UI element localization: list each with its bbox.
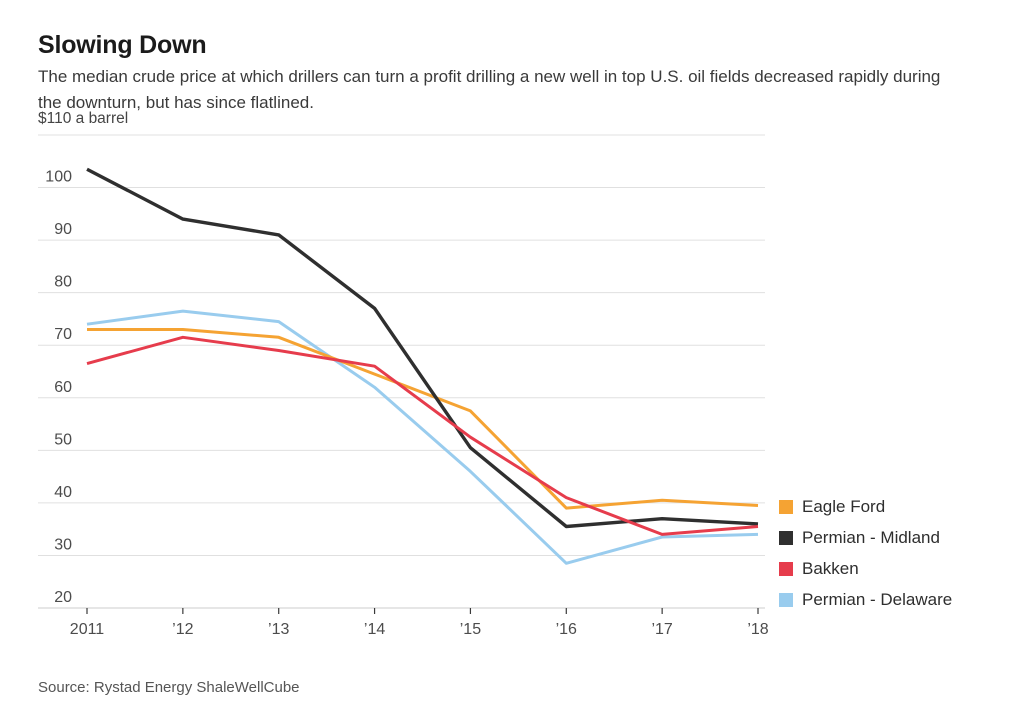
legend-label: Permian - Delaware <box>802 590 953 609</box>
x-tick-label: 2011 <box>70 621 105 638</box>
x-tick-label: ’13 <box>268 621 289 638</box>
y-tick-label: 80 <box>54 274 72 291</box>
legend-item-eagle-ford: Eagle Ford <box>779 497 952 517</box>
series-line-permian-delaware <box>86 309 759 565</box>
series-line-permian-midland <box>86 167 759 529</box>
y-tick-label: 70 <box>54 326 72 343</box>
legend-swatch-permian-delaware <box>779 593 793 607</box>
x-tick-label: ’18 <box>747 621 768 638</box>
legend-swatch-permian-midland <box>779 531 793 545</box>
series-lines <box>86 167 759 565</box>
y-tick-label: 60 <box>54 379 72 396</box>
y-tick-label: 30 <box>54 536 72 553</box>
chart-subtitle: The median crude price at which drillers… <box>38 67 941 113</box>
legend-swatch-eagle-ford <box>779 500 793 514</box>
x-tick-label: ’14 <box>364 621 385 638</box>
series-line-bakken <box>86 335 759 536</box>
legend-label: Eagle Ford <box>802 497 886 516</box>
legend-item-permian-delaware: Permian - Delaware <box>779 590 952 610</box>
y-tick-label: 20 <box>54 589 72 606</box>
legend: Eagle Ford Permian - Midland Bakken Permian… <box>779 497 952 621</box>
y-tick-label: 100 <box>45 169 72 186</box>
y-axis-unit-label: $110 a barrel <box>38 110 129 127</box>
gridlines <box>38 134 765 609</box>
x-tick-label: ’15 <box>460 621 481 638</box>
legend-item-permian-midland: Permian - Midland <box>779 528 952 548</box>
y-tick-label: 50 <box>54 431 72 448</box>
legend-label: Bakken <box>802 559 859 578</box>
y-axis-labels: 20 30 40 50 60 70 80 90 100 <box>45 169 72 606</box>
series-line-eagle-ford <box>87 328 759 510</box>
x-tick-label: ’12 <box>172 621 193 638</box>
y-tick-label: 90 <box>54 221 72 238</box>
chart-title: Slowing Down <box>38 30 207 59</box>
x-axis: 2011 ’12 ’13 ’14 ’15 ’16 ’17 ’18 <box>70 608 769 638</box>
legend-swatch-bakken <box>779 562 793 576</box>
x-tick-label: ’17 <box>651 621 672 638</box>
source-note: Source: Rystad Energy ShaleWellCube <box>38 679 300 696</box>
legend-item-bakken: Bakken <box>779 559 952 579</box>
x-tick-label: ’16 <box>556 621 577 638</box>
legend-label: Permian - Midland <box>802 528 940 547</box>
y-tick-label: 40 <box>54 484 72 501</box>
